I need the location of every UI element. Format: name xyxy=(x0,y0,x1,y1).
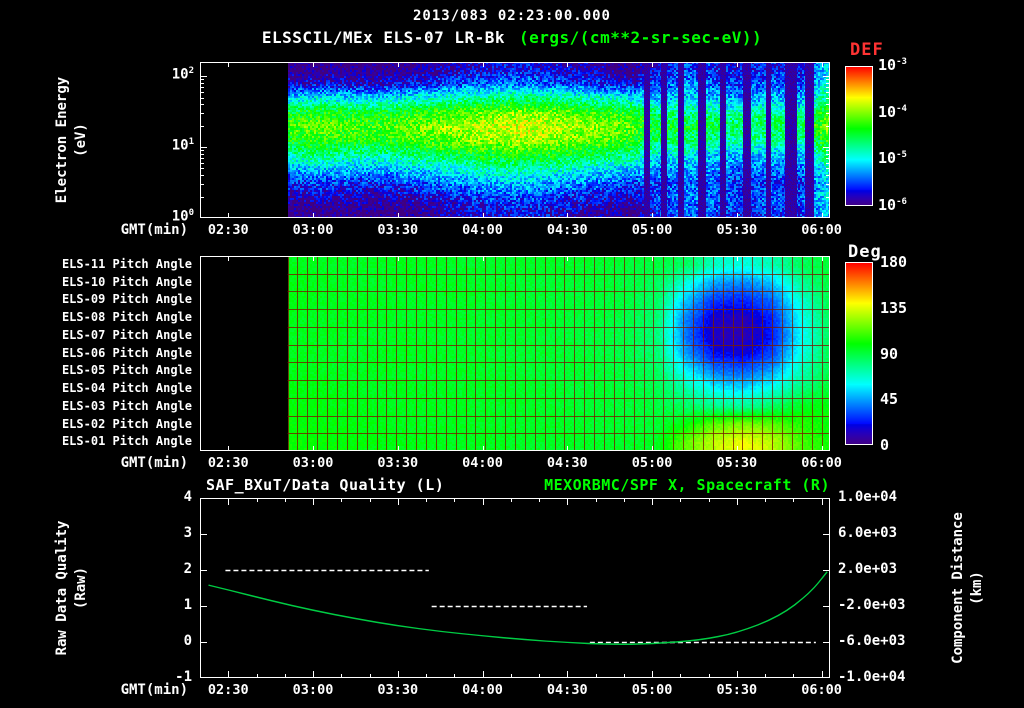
bottom-left-y-axis-label: Raw Data Quality (Raw) xyxy=(53,521,91,656)
x-tick-label: 04:00 xyxy=(462,222,503,238)
gmt-axis-label-pitch: GMT(min) xyxy=(120,455,188,471)
bottom-left-y-tick-label: 4 xyxy=(183,489,192,505)
spectrogram-y-tick-label: 102 xyxy=(171,66,194,83)
bottom-right-y-axis-label-line2: (km) xyxy=(969,571,985,605)
spectrogram-y-axis-label-line2: (eV) xyxy=(73,123,89,157)
pitch-row-label: ELS-08 Pitch Angle xyxy=(61,310,192,325)
x-tick-label: 05:30 xyxy=(716,222,758,238)
x-tick-label: 02:30 xyxy=(207,455,249,471)
x-tick-label: 03:30 xyxy=(377,682,419,698)
x-tick-label: 03:30 xyxy=(377,455,419,471)
x-tick-label: 04:30 xyxy=(546,682,588,698)
def-colorbar-tick-label: 10-3 xyxy=(878,56,907,74)
bottom-right-y-tick-label: 1.0e+04 xyxy=(838,489,898,505)
spectrogram-y-axis-label: Electron Energy (eV) xyxy=(53,77,91,203)
deg-colorbar-tick-label: 135 xyxy=(880,298,908,317)
def-colorbar-title: DEF xyxy=(850,40,884,60)
pitch-row-label: ELS-11 Pitch Angle xyxy=(61,257,192,271)
bottom-right-y-tick-label: 6.0e+03 xyxy=(838,525,898,541)
x-tick-label: 03:30 xyxy=(377,222,419,238)
x-tick-label: 03:00 xyxy=(292,682,334,698)
x-tick-label: 05:30 xyxy=(716,455,758,471)
x-tick-label: 02:30 xyxy=(207,222,249,238)
spectrogram-y-axis-label-line1: Electron Energy xyxy=(54,76,70,204)
x-tick-label: 03:00 xyxy=(292,455,334,471)
deg-colorbar-tick-label: 0 xyxy=(880,436,890,454)
x-tick-label: 05:00 xyxy=(631,222,673,238)
x-tick-label: 03:00 xyxy=(292,222,334,238)
subtitle-instrument: ELSSCIL/MEx ELS-07 LR-Bk xyxy=(261,28,505,47)
pitch-row-label: ELS-05 Pitch Angle xyxy=(61,363,192,378)
deg-colorbar-tick-label: 90 xyxy=(880,344,899,363)
deg-colorbar-tick-label: 45 xyxy=(880,390,899,409)
bottom-right-y-tick-label: -1.0e+04 xyxy=(838,669,906,685)
bottom-right-y-tick-label: -2.0e+03 xyxy=(838,597,906,613)
bottom-right-y-axis-label: Component Distance (km) xyxy=(949,512,987,664)
pitch-row-label: ELS-02 Pitch Angle xyxy=(61,416,192,431)
x-tick-label: 04:30 xyxy=(546,222,588,238)
x-tick-label: 04:00 xyxy=(462,682,503,698)
gmt-axis-label-spectrogram: GMT(min) xyxy=(120,222,188,238)
bottom-left-y-axis-label-line1: Raw Data Quality xyxy=(54,520,70,656)
deg-colorbar-tick-label: 180 xyxy=(880,253,908,271)
x-tick-label: 05:00 xyxy=(631,682,673,698)
bottom-panel-right-title: MEXORBMC/SPF X, Spacecraft (R) xyxy=(544,476,830,494)
bottom-right-y-tick-label: 2.0e+03 xyxy=(838,561,898,577)
pitch-row-label: ELS-09 Pitch Angle xyxy=(61,292,192,307)
bottom-left-y-tick-label: 3 xyxy=(183,525,192,541)
pitch-row-label: ELS-06 Pitch Angle xyxy=(61,345,192,360)
bottom-panel-left-title: SAF_BXuT/Data Quality (L) xyxy=(206,476,445,494)
bottom-left-y-axis-label-line2: (Raw) xyxy=(73,566,89,610)
subtitle-units: (ergs/(cm**2-sr-sec-eV)) xyxy=(519,28,763,47)
pitch-row-label: ELS-04 Pitch Angle xyxy=(61,381,192,396)
pitch-row-label: ELS-03 Pitch Angle xyxy=(61,398,192,413)
bottom-right-y-axis-label-line1: Component Distance xyxy=(950,512,966,664)
quality-and-distance-line-plot xyxy=(200,498,830,678)
bottom-left-y-tick-label: 2 xyxy=(183,561,192,577)
def-colorbar-tick-label: 10-4 xyxy=(878,102,907,121)
x-tick-label: 02:30 xyxy=(207,682,249,698)
page-subtitle: ELSSCIL/MEx ELS-07 LR-Bk (ergs/(cm**2-sr-… xyxy=(0,28,1024,47)
def-colorbar-tick-label: 10-6 xyxy=(878,196,907,214)
pitch-row-label: ELS-07 Pitch Angle xyxy=(61,327,192,342)
x-tick-label: 05:30 xyxy=(716,682,758,698)
deg-colorbar-title: Deg xyxy=(848,242,882,262)
page-title-datetime: 2013/083 02:23:00.000 xyxy=(412,8,611,24)
x-tick-label: 06:00 xyxy=(801,682,842,698)
x-tick-label: 06:00 xyxy=(801,455,842,471)
pitch-row-label: ELS-10 Pitch Angle xyxy=(61,274,192,289)
gmt-axis-label-bottom: GMT(min) xyxy=(120,682,188,698)
deg-colorbar xyxy=(845,262,873,445)
bottom-right-y-tick-label: -6.0e+03 xyxy=(838,633,906,649)
electron-energy-spectrogram-plot xyxy=(200,62,830,218)
def-colorbar-tick-label: 10-5 xyxy=(878,149,907,168)
x-tick-label: 06:00 xyxy=(801,222,842,238)
x-tick-label: 05:00 xyxy=(631,455,673,471)
x-tick-label: 04:00 xyxy=(462,455,503,471)
spectrogram-y-tick-label: 101 xyxy=(171,137,194,154)
x-tick-label: 04:30 xyxy=(546,455,588,471)
def-colorbar xyxy=(845,66,873,206)
bottom-left-y-tick-label: 0 xyxy=(183,633,192,649)
pitch-angle-heatmap-plot xyxy=(200,256,830,451)
bottom-left-y-tick-label: 1 xyxy=(183,597,192,613)
pitch-row-label: ELS-01 Pitch Angle xyxy=(61,434,192,449)
